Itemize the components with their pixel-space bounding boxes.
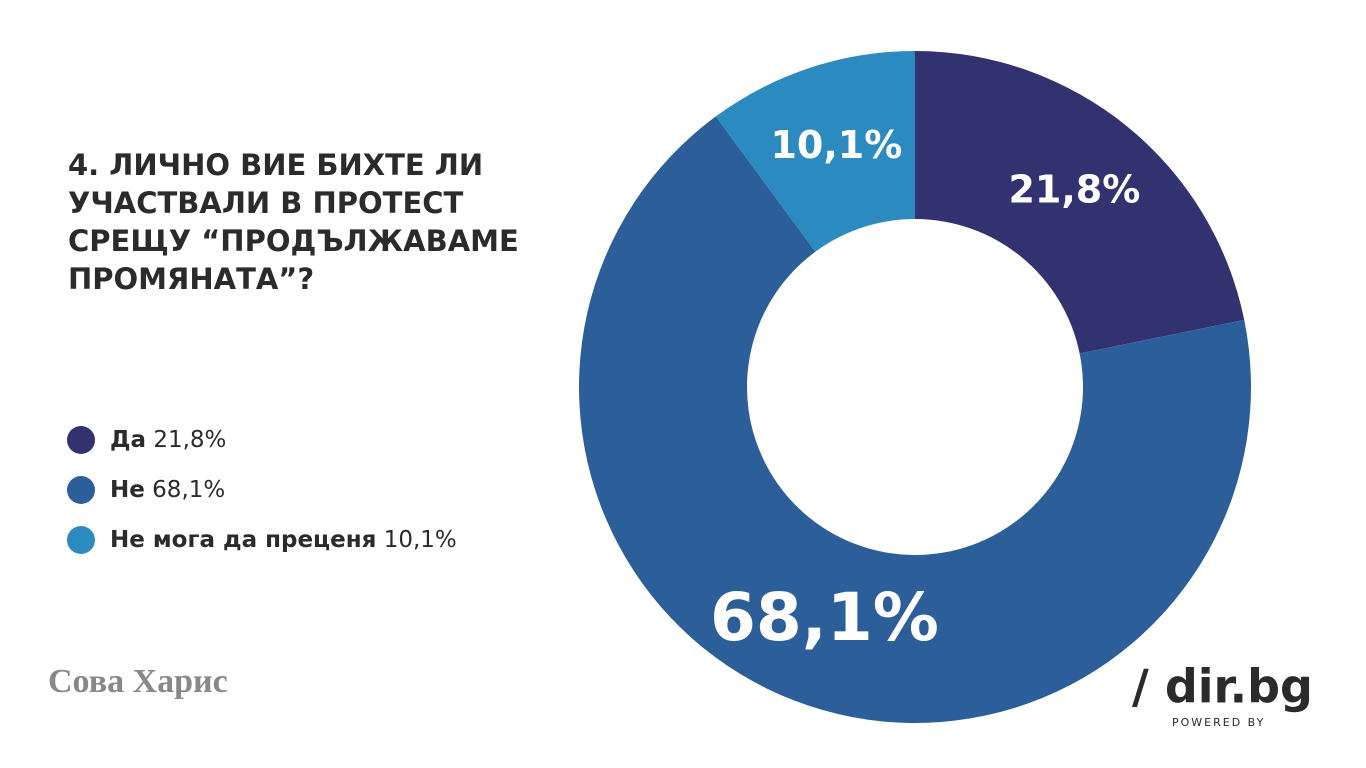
slice (715, 51, 915, 252)
legend-name: Да (110, 427, 146, 453)
legend-name: Не (110, 477, 145, 503)
legend-label: Не мога да преценя 10,1% (110, 527, 457, 553)
data-label: 10,1% (770, 123, 902, 167)
data-label: 68,1% (710, 579, 939, 656)
chart-title: 4. ЛИЧНО ВИЕ БИХТЕ ЛИ УЧАСТВАЛИ В ПРОТЕС… (68, 148, 519, 296)
legend-name: Не мога да преценя (110, 527, 376, 553)
legend-marker (67, 426, 95, 454)
powered-by: POWERED BY (1172, 716, 1265, 729)
slice (579, 116, 1251, 723)
slice (915, 51, 1245, 354)
legend-label: Не 68,1% (110, 477, 225, 503)
site-logo: / dir.bg (1132, 660, 1313, 714)
legend-value: 68,1% (152, 477, 225, 503)
legend-label: Да 21,8% (110, 427, 226, 453)
legend: Да 21,8% Не 68,1% Не мога да преценя 10,1% (67, 426, 457, 554)
legend-value: 21,8% (153, 427, 226, 453)
data-label: 21,8% (1008, 167, 1140, 211)
legend-value: 10,1% (384, 527, 457, 553)
source-logo: Сова Харис (48, 663, 228, 700)
donut: 21,8% 68,1% 10,1% (579, 51, 1251, 723)
legend-marker (67, 526, 95, 554)
legend-marker (67, 476, 95, 504)
